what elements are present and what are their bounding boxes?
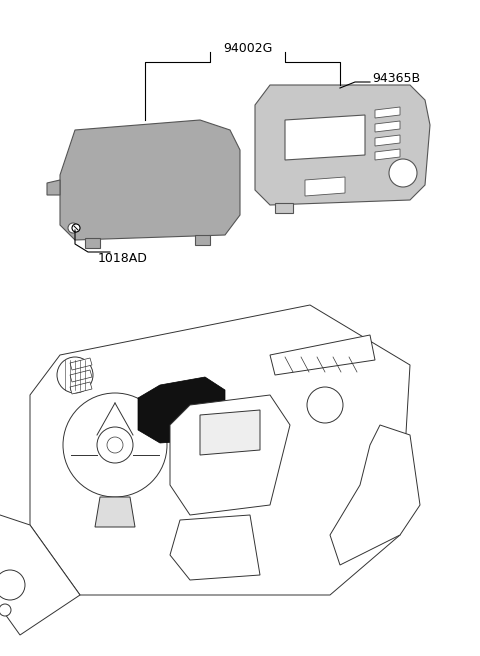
Text: 1018AD: 1018AD: [98, 251, 148, 264]
Circle shape: [0, 604, 11, 616]
Circle shape: [63, 393, 167, 497]
Circle shape: [307, 387, 343, 423]
Polygon shape: [70, 358, 92, 370]
Polygon shape: [375, 135, 400, 146]
Polygon shape: [138, 377, 225, 443]
Polygon shape: [70, 370, 92, 382]
Polygon shape: [270, 335, 375, 375]
Polygon shape: [255, 85, 430, 205]
Polygon shape: [285, 115, 365, 160]
Circle shape: [107, 437, 123, 453]
Polygon shape: [60, 120, 240, 240]
Text: 94365B: 94365B: [372, 72, 420, 85]
Text: 94002G: 94002G: [223, 41, 273, 54]
Polygon shape: [305, 177, 345, 196]
Polygon shape: [275, 203, 293, 213]
Circle shape: [72, 224, 80, 232]
Polygon shape: [195, 235, 210, 245]
Polygon shape: [70, 382, 92, 394]
Circle shape: [97, 427, 133, 463]
Polygon shape: [0, 505, 80, 635]
Polygon shape: [95, 497, 135, 527]
Polygon shape: [375, 149, 400, 160]
Polygon shape: [47, 180, 60, 195]
Polygon shape: [170, 515, 260, 580]
Polygon shape: [85, 238, 100, 248]
Circle shape: [389, 159, 417, 187]
Polygon shape: [375, 121, 400, 132]
Polygon shape: [375, 107, 400, 118]
Circle shape: [68, 223, 78, 233]
Circle shape: [0, 570, 25, 600]
Polygon shape: [30, 305, 410, 595]
Circle shape: [57, 357, 93, 393]
Polygon shape: [330, 425, 420, 565]
Polygon shape: [200, 410, 260, 455]
Polygon shape: [170, 395, 290, 515]
